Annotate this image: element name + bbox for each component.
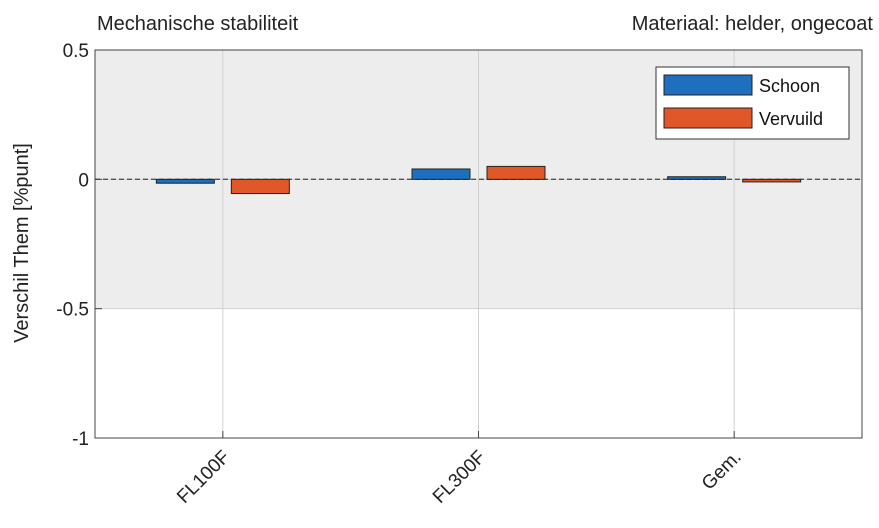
bar-vervuild-fl300f bbox=[486, 165, 546, 180]
bar-schoon-fl300f bbox=[411, 168, 471, 180]
x-ticks: FL100F FL300F Gem. bbox=[173, 431, 746, 508]
y-tick-label: -1 bbox=[72, 429, 89, 450]
legend: Schoon Vervuild bbox=[655, 66, 850, 140]
bar-schoon-fl100f bbox=[155, 178, 215, 184]
y-ticks: 0.5 0 -0.5 -1 bbox=[56, 41, 102, 450]
legend-label-schoon: Schoon bbox=[759, 76, 820, 96]
y-tick-label: 0 bbox=[78, 170, 89, 191]
x-tick-label: FL300F bbox=[429, 447, 490, 508]
legend-swatch-schoon bbox=[663, 74, 753, 96]
x-tick-label: FL100F bbox=[173, 447, 234, 508]
legend-swatch-vervuild bbox=[663, 107, 753, 129]
y-axis-label: Verschil Them [%punt] bbox=[11, 143, 33, 343]
chart-subtitle: Materiaal: helder, ongecoat bbox=[632, 13, 874, 35]
x-tick-label: Gem. bbox=[698, 447, 746, 495]
bars-group bbox=[155, 165, 802, 195]
chart-title: Mechanische stabiliteit bbox=[97, 13, 299, 35]
legend-label-vervuild: Vervuild bbox=[759, 109, 823, 129]
bar-vervuild-gem bbox=[742, 178, 802, 183]
y-tick-label: -0.5 bbox=[56, 300, 89, 321]
bar-schoon-gem bbox=[667, 176, 727, 180]
bar-vervuild-fl100f bbox=[230, 178, 290, 195]
y-tick-label: 0.5 bbox=[63, 41, 89, 62]
